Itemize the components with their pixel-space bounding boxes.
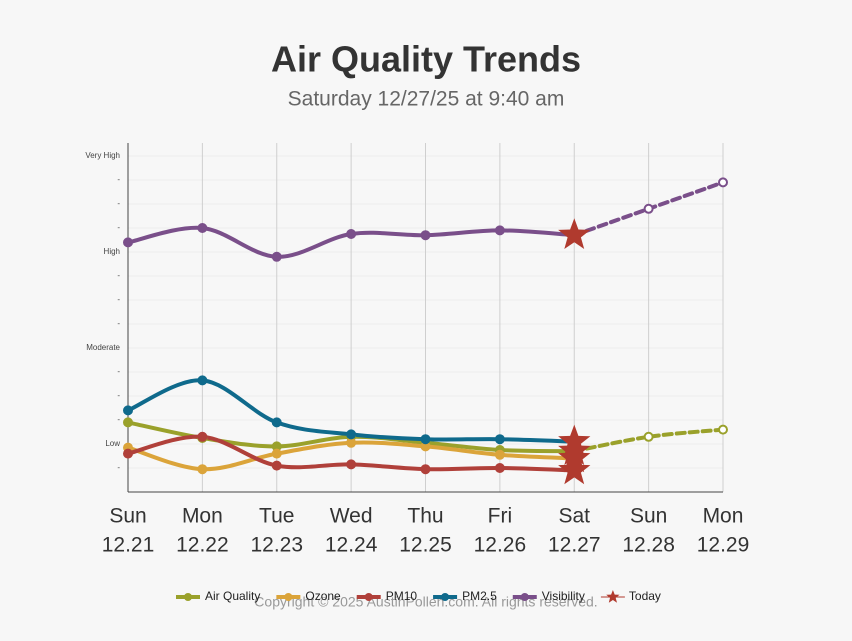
data-point [271, 460, 282, 471]
data-point [494, 434, 505, 445]
x-tick-label: Tue [259, 505, 294, 528]
legend-label: Ozone [305, 589, 341, 603]
data-point [271, 448, 282, 459]
legend-label: PM2.5 [462, 589, 497, 603]
y-tick-label: - [117, 223, 120, 232]
x-tick-label: Sat [558, 505, 590, 528]
data-point [271, 251, 282, 262]
y-tick-label: High [104, 247, 120, 256]
data-point [197, 431, 208, 442]
data-point [420, 230, 431, 241]
forecast-line [572, 427, 725, 454]
today-marker [558, 218, 591, 249]
data-point [494, 463, 505, 473]
y-tick-label: - [117, 463, 120, 472]
x-tick-date: 12.22 [176, 534, 229, 557]
x-tick-label: Mon [703, 505, 744, 528]
data-point [197, 223, 208, 233]
data-point [123, 237, 133, 248]
forecast-point [718, 177, 728, 188]
data-point [346, 429, 357, 440]
y-tick-label: - [117, 391, 120, 400]
legend-label: Today [629, 589, 661, 603]
y-tick-label: - [117, 415, 120, 424]
data-point [494, 449, 505, 460]
legend-swatch-star [606, 590, 620, 603]
y-tick-label: - [117, 271, 120, 280]
x-tick-date: 12.24 [325, 534, 378, 557]
x-tick-date: 12.23 [250, 534, 303, 557]
legend-swatch-dot [284, 593, 293, 601]
legend-swatch-dot [441, 593, 450, 601]
legend-label: Visibility [542, 589, 585, 603]
footer: Copyright © 2025 AustinPollen.com. All r… [254, 594, 597, 610]
x-tick-date: 12.25 [399, 534, 452, 557]
chart-title: Air Quality Trends [271, 39, 581, 80]
y-tick-label: - [117, 295, 120, 304]
forecast-point [643, 431, 654, 442]
y-tick-label: Very High [85, 151, 120, 160]
x-tick-date: 12.27 [548, 534, 601, 557]
x-tick-date: 12.28 [622, 534, 675, 557]
data-point [420, 434, 431, 445]
legend-label: PM10 [386, 589, 418, 603]
data-point [197, 375, 208, 386]
legend-label: Air Quality [205, 589, 260, 603]
data-point [123, 448, 133, 459]
y-tick-label: Low [105, 439, 120, 448]
y-tick-label: Moderate [86, 343, 120, 352]
data-point [420, 464, 431, 475]
legend-swatch-dot [520, 593, 529, 601]
chart-subtitle: Saturday 12/27/25 at 9:40 am [288, 88, 565, 111]
x-tick-date: 12.26 [474, 534, 527, 557]
x-tick-label: Thu [407, 505, 443, 528]
y-tick-label: - [117, 199, 120, 208]
forecast-point [643, 203, 654, 214]
legend-swatch-dot [184, 593, 192, 601]
x-tick-label: Wed [330, 505, 373, 528]
x-tick-label: Sun [109, 505, 146, 528]
data-point [346, 437, 357, 448]
x-tick-label: Fri [488, 505, 513, 528]
data-point [197, 464, 208, 475]
x-tick-label: Sun [630, 505, 667, 528]
y-tick-label: - [117, 175, 120, 184]
data-point [123, 405, 133, 416]
y-tick-label: - [117, 319, 120, 328]
legend-swatch-dot [364, 593, 373, 601]
x-tick-date: 12.21 [102, 534, 155, 557]
data-point [346, 229, 357, 239]
data-point [346, 459, 357, 470]
y-tick-label: - [117, 367, 120, 376]
today-marker [558, 453, 591, 485]
data-point [494, 225, 505, 236]
forecast-point [718, 424, 728, 435]
legend: Air Quality Ozone PM10 PM2.5 Visibility Today [176, 589, 661, 603]
x-tick-date: 12.29 [697, 534, 750, 557]
today-marker [558, 424, 591, 456]
data-point [123, 417, 133, 428]
data-point [271, 417, 282, 428]
x-tick-label: Mon [182, 505, 223, 528]
